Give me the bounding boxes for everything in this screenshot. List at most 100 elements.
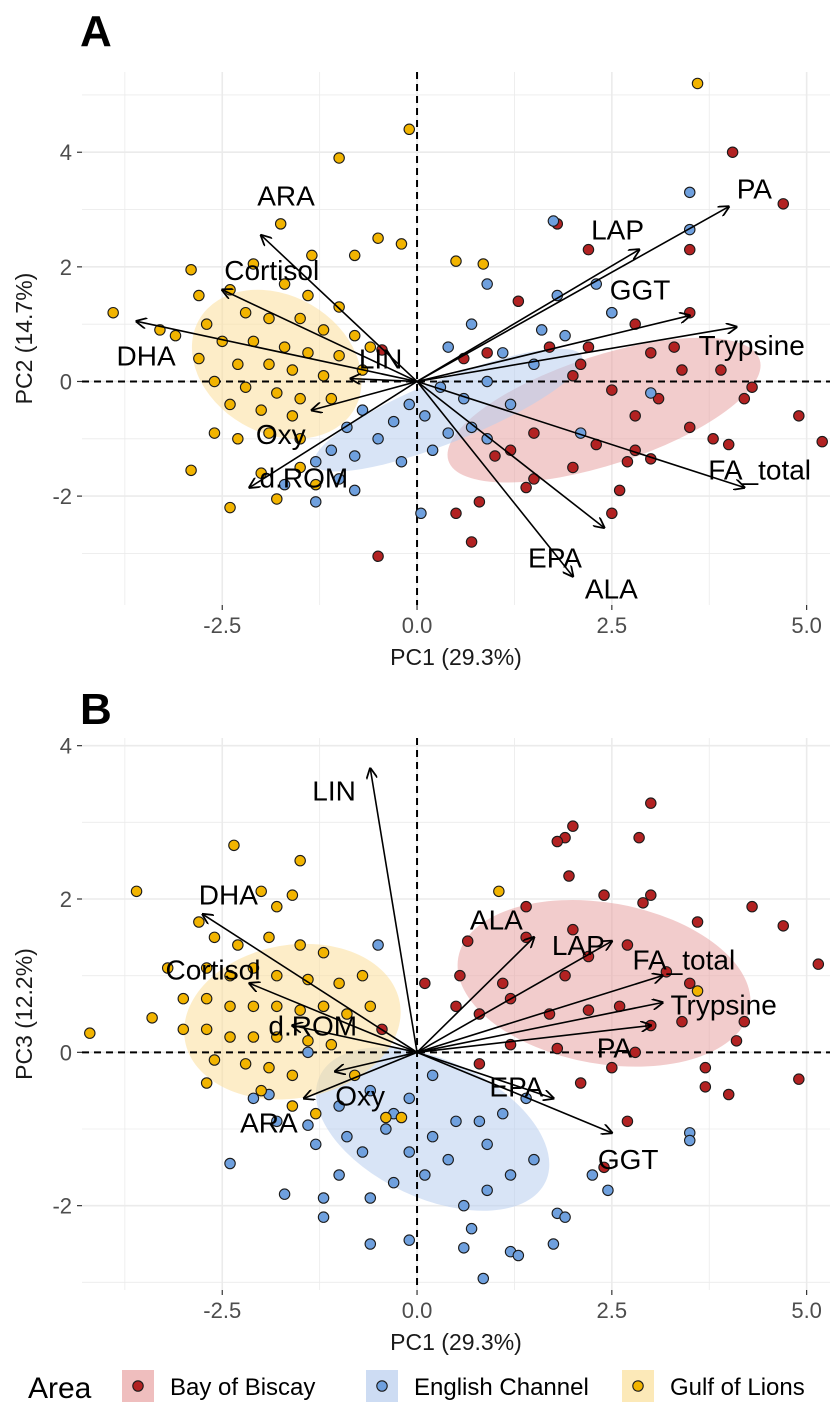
loading-arrow-ala	[416, 937, 534, 1053]
point-gulf-of-lions	[309, 478, 322, 491]
point-gulf-of-lions	[325, 1038, 338, 1051]
point-english-channel	[528, 1153, 540, 1166]
point-gulf-of-lions	[286, 1069, 299, 1082]
point-bay-of-biscay	[621, 939, 634, 951]
point-bay-of-biscay	[621, 455, 634, 468]
point-bay-of-biscay	[683, 977, 696, 990]
point-bay-of-biscay	[512, 295, 525, 307]
point-gulf-of-lions	[294, 939, 306, 951]
point-english-channel	[645, 387, 657, 399]
point-gulf-of-lions	[185, 263, 197, 276]
loading-label-d-rom: d.ROM	[260, 463, 349, 494]
point-bay-of-biscay	[707, 433, 719, 445]
loading-label-trypsine: Trypsine	[699, 330, 805, 361]
point-english-channel	[419, 410, 431, 422]
point-english-channel	[403, 398, 415, 411]
point-english-channel	[442, 427, 454, 439]
point-gulf-of-lions	[364, 1000, 377, 1013]
loading-arrow-ara	[261, 235, 418, 383]
point-english-channel	[387, 1176, 400, 1189]
point-english-channel	[372, 939, 384, 951]
point-gulf-of-lions	[286, 410, 299, 422]
x-tick-label: 5.0	[791, 1298, 822, 1323]
point-english-channel	[278, 1188, 291, 1200]
loading-arrow-d-rom	[250, 380, 418, 487]
point-bay-of-biscay	[582, 341, 595, 353]
legend-label-gulf-of-lions: Gulf of Lions	[670, 1374, 805, 1401]
point-bay-of-biscay	[777, 198, 789, 210]
legend-point	[632, 1380, 644, 1392]
point-gulf-of-lions	[263, 427, 275, 439]
legend-point	[132, 1380, 144, 1392]
point-bay-of-biscay	[676, 1015, 688, 1028]
loading-arrow-lin	[351, 379, 418, 382]
point-bay-of-biscay	[473, 1058, 486, 1070]
x-tick-label: 5.0	[791, 613, 822, 638]
point-english-channel	[333, 1100, 345, 1112]
loading-arrow-lap	[416, 250, 639, 383]
point-gulf-of-lions	[691, 77, 704, 90]
point-bay-of-biscay	[372, 550, 384, 563]
point-english-channel	[364, 1238, 377, 1250]
loading-arrow-oxy	[312, 380, 418, 410]
point-english-channel	[465, 318, 478, 330]
point-gulf-of-lions	[333, 301, 345, 313]
point-bay-of-biscay	[637, 897, 649, 909]
point-gulf-of-lions	[450, 255, 462, 267]
point-gulf-of-lions	[255, 885, 267, 898]
point-gulf-of-lions	[185, 464, 197, 477]
point-bay-of-biscay	[454, 969, 466, 982]
point-gulf-of-lions	[372, 232, 384, 244]
point-gulf-of-lions	[208, 375, 221, 388]
point-english-channel	[602, 1184, 614, 1197]
point-bay-of-biscay	[567, 370, 579, 382]
point-gulf-of-lions	[263, 931, 275, 944]
point-bay-of-biscay	[598, 1161, 610, 1174]
panel-tag-a: A	[80, 7, 112, 56]
x-tick-label: 0.0	[402, 613, 433, 638]
point-english-channel	[341, 1130, 353, 1143]
point-english-channel	[333, 1169, 345, 1181]
point-bay-of-biscay	[450, 1000, 462, 1013]
point-gulf-of-lions	[380, 1111, 392, 1124]
point-english-channel	[442, 1153, 454, 1166]
point-gulf-of-lions	[255, 467, 267, 479]
point-gulf-of-lions	[271, 493, 283, 505]
loading-arrow-d-rom	[292, 1026, 418, 1054]
point-bay-of-biscay	[567, 461, 579, 474]
point-bay-of-biscay	[473, 496, 486, 508]
legend-key-gulf-of-lions: Gulf of Lions	[622, 1370, 805, 1402]
point-english-channel	[356, 1146, 369, 1158]
point-english-channel	[364, 1192, 377, 1204]
point-gulf-of-lions	[247, 1031, 260, 1043]
point-english-channel	[586, 1169, 599, 1181]
point-english-channel	[473, 1115, 486, 1128]
point-english-channel	[247, 1092, 260, 1105]
point-english-channel	[415, 507, 427, 520]
point-gulf-of-lions	[286, 889, 299, 901]
point-gulf-of-lions	[216, 335, 229, 348]
point-gulf-of-lions	[169, 329, 182, 342]
point-english-channel	[496, 1107, 509, 1120]
point-gulf-of-lions	[239, 381, 252, 393]
y-tick-label: -2	[52, 1194, 72, 1219]
point-gulf-of-lions	[224, 969, 236, 982]
point-bay-of-biscay	[629, 1046, 641, 1059]
loading-arrow-epa	[416, 380, 604, 527]
point-gulf-of-lions	[271, 1000, 283, 1013]
point-english-channel	[465, 1222, 478, 1235]
point-bay-of-biscay	[746, 900, 758, 913]
point-gulf-of-lions	[317, 370, 330, 382]
point-english-channel	[317, 1211, 330, 1223]
point-gulf-of-lions	[247, 962, 260, 974]
point-english-channel	[481, 278, 493, 290]
point-english-channel	[395, 455, 408, 468]
point-bay-of-biscay	[419, 977, 431, 990]
x-tick-label: 2.5	[597, 613, 628, 638]
point-bay-of-biscay	[574, 1077, 587, 1089]
loading-arrow-ggt	[416, 316, 690, 383]
point-bay-of-biscay	[450, 507, 462, 520]
point-bay-of-biscay	[606, 507, 618, 520]
point-bay-of-biscay	[816, 435, 828, 448]
y-axis-title: PC3 (12.2%)	[11, 948, 37, 1080]
